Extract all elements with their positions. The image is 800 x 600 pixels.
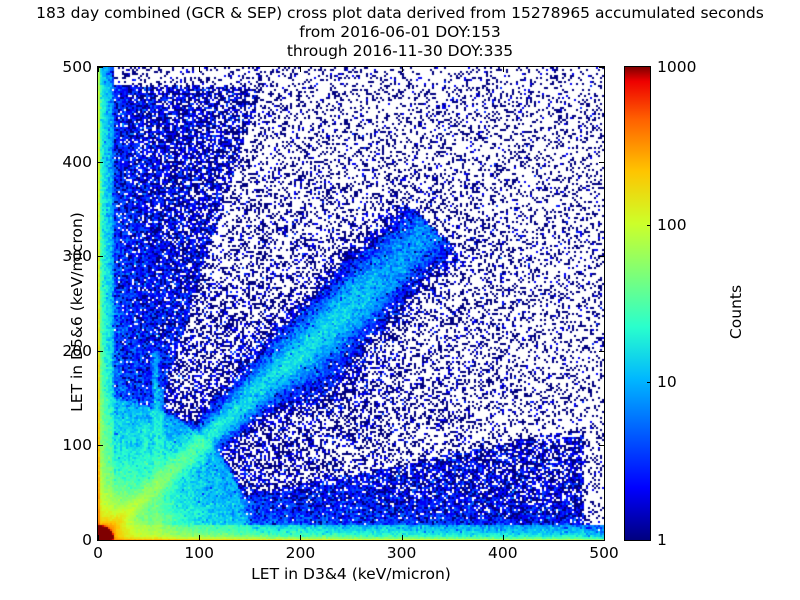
y-tick-label: 0	[82, 531, 92, 549]
x-tick-top	[300, 67, 302, 72]
x-tick-label: 400	[488, 544, 518, 562]
x-tick-top	[199, 67, 201, 72]
colorbar-tick	[647, 224, 650, 226]
x-tick-label: 300	[386, 544, 417, 562]
y-tick-label: 300	[62, 247, 92, 266]
y-tick-label: 400	[62, 152, 92, 171]
x-tick-top	[98, 67, 99, 72]
x-tick-bottom	[604, 535, 605, 540]
x-tick-label: 500	[589, 544, 619, 562]
y-tick-right	[599, 67, 604, 68]
y-tick-right	[599, 445, 604, 447]
x-tick-top	[401, 67, 403, 72]
colorbar-tick-label: 1	[657, 531, 667, 549]
x-tick-label: 100	[184, 544, 214, 562]
x-tick-label: 0	[93, 544, 103, 562]
y-tick-label: 100	[62, 436, 92, 455]
y-tick-left	[98, 350, 103, 352]
x-tick-bottom	[98, 535, 99, 540]
y-tick-right	[599, 256, 604, 258]
y-tick-label: 200	[62, 341, 92, 360]
y-tick-left	[98, 161, 103, 163]
plot-area	[97, 66, 605, 541]
y-tick-left	[98, 540, 103, 541]
colorbar	[624, 66, 651, 541]
y-tick-right	[599, 540, 604, 541]
colorbar-tick	[647, 382, 650, 384]
density-scatter-plot	[98, 67, 604, 540]
x-tick-bottom	[502, 535, 504, 540]
x-tick-bottom	[300, 535, 302, 540]
x-tick-top	[502, 67, 504, 72]
colorbar-label: Counts	[727, 284, 745, 340]
y-tick-left	[98, 67, 103, 68]
x-tick-label: 200	[285, 544, 316, 562]
colorbar-tick-label: 10	[657, 373, 677, 392]
y-axis-label: LET in D5&6 (keV/micron)	[68, 212, 86, 412]
colorbar-tick-label: 1000	[657, 58, 697, 76]
x-tick-bottom	[401, 535, 403, 540]
x-tick-top	[604, 67, 605, 72]
y-tick-label: 500	[62, 58, 92, 76]
title-line-3: through 2016-11-30 DOY:335	[286, 42, 514, 60]
colorbar-gradient	[625, 67, 650, 540]
title-line-1: 183 day combined (GCR & SEP) cross plot …	[36, 4, 764, 22]
x-tick-bottom	[199, 535, 201, 540]
y-tick-right	[599, 350, 604, 352]
y-tick-left	[98, 445, 103, 447]
y-tick-left	[98, 256, 103, 258]
chart-title: 183 day combined (GCR & SEP) cross plot …	[0, 4, 800, 61]
title-line-2: from 2016-06-01 DOY:153	[299, 23, 501, 41]
colorbar-tick-label: 100	[657, 215, 687, 234]
y-tick-right	[599, 161, 604, 163]
x-axis-label: LET in D3&4 (keV/micron)	[251, 565, 451, 583]
